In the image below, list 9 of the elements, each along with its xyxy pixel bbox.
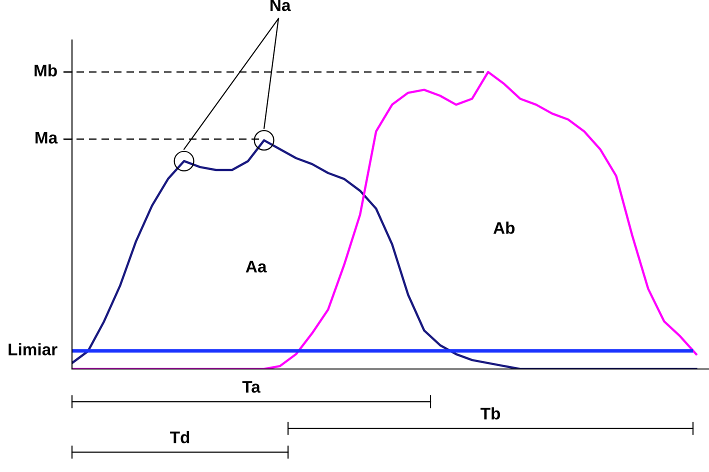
annotation: Ab (493, 222, 515, 234)
annotation: Aa (246, 260, 267, 272)
ref-line-label: Mb (34, 64, 57, 76)
text: Ta (242, 381, 260, 393)
text: Na (270, 0, 291, 12)
ref-line-label: Limiar (8, 343, 58, 356)
text: Tb (480, 407, 500, 420)
ref-line-label: Ma (36, 132, 58, 144)
text: Td (170, 431, 190, 444)
